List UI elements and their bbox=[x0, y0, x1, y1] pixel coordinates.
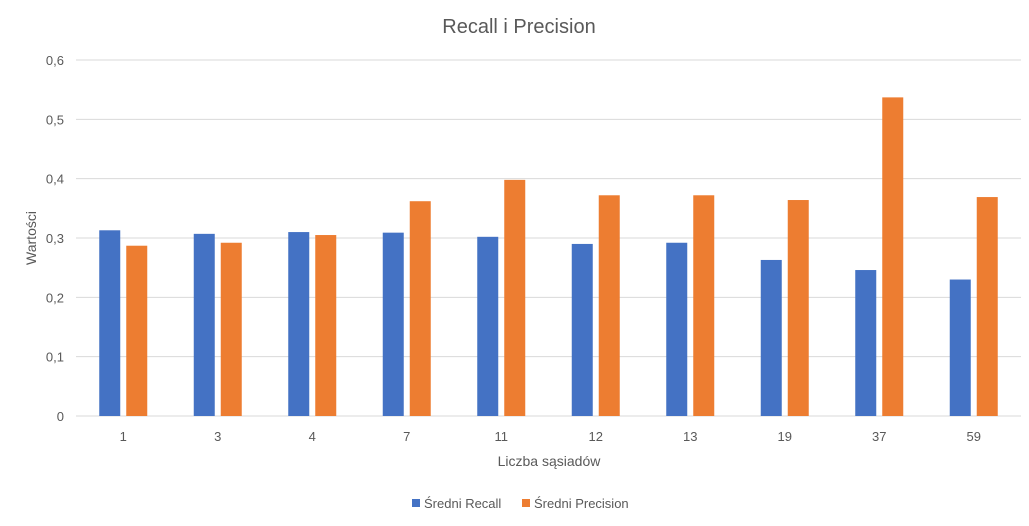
bars bbox=[99, 97, 998, 416]
x-tick-label: 12 bbox=[589, 429, 603, 444]
bar-recall bbox=[571, 243, 593, 416]
bar-recall bbox=[855, 270, 877, 416]
bar-precision bbox=[598, 195, 620, 416]
bar-precision bbox=[220, 242, 242, 416]
bar-recall bbox=[949, 279, 971, 416]
bar-precision bbox=[787, 200, 809, 416]
bar-precision bbox=[126, 245, 148, 416]
x-tick-label: 59 bbox=[967, 429, 981, 444]
bar-precision bbox=[882, 97, 904, 416]
x-tick-label: 4 bbox=[309, 429, 316, 444]
x-tick-label: 11 bbox=[495, 429, 509, 444]
bar-recall bbox=[382, 232, 404, 416]
bar-recall bbox=[193, 233, 215, 416]
bar-recall bbox=[477, 236, 499, 416]
bar-recall bbox=[666, 242, 688, 416]
chart-title: Recall i Precision bbox=[442, 16, 595, 38]
bar-precision bbox=[504, 179, 526, 416]
bar-recall bbox=[760, 259, 782, 416]
y-axis-title: Wartości bbox=[23, 211, 39, 265]
bar-recall bbox=[99, 230, 121, 416]
x-axis-title: Liczba sąsiadów bbox=[498, 453, 602, 469]
y-tick-label: 0,3 bbox=[46, 231, 64, 246]
y-tick-label: 0,6 bbox=[46, 53, 64, 68]
x-tick-label: 1 bbox=[120, 429, 127, 444]
legend-label: Średni Recall bbox=[424, 496, 501, 511]
legend: Średni Recall Średni Precision bbox=[412, 496, 629, 511]
y-tick-label: 0 bbox=[57, 409, 64, 424]
x-axis-ticks: 1 3 4 7 11 12 13 19 37 59 bbox=[120, 429, 981, 444]
y-axis-ticks: 0 0,1 0,2 0,3 0,4 0,5 0,6 bbox=[46, 53, 64, 424]
legend-label: Średni Precision bbox=[534, 496, 629, 511]
x-tick-label: 37 bbox=[872, 429, 886, 444]
y-tick-label: 0,2 bbox=[46, 290, 64, 305]
y-tick-label: 0,4 bbox=[46, 172, 64, 187]
bar-precision bbox=[409, 201, 431, 416]
bar-precision bbox=[976, 197, 998, 416]
y-tick-label: 0,5 bbox=[46, 112, 64, 127]
bar-precision bbox=[693, 195, 715, 416]
bar-recall bbox=[288, 232, 310, 416]
y-tick-label: 0,1 bbox=[46, 350, 64, 365]
legend-swatch bbox=[522, 499, 530, 507]
gridlines bbox=[76, 59, 1021, 417]
legend-swatch bbox=[412, 499, 420, 507]
x-tick-label: 19 bbox=[778, 429, 792, 444]
x-tick-label: 7 bbox=[403, 429, 410, 444]
x-tick-label: 3 bbox=[214, 429, 221, 444]
x-tick-label: 13 bbox=[683, 429, 697, 444]
bar-precision bbox=[315, 235, 337, 416]
